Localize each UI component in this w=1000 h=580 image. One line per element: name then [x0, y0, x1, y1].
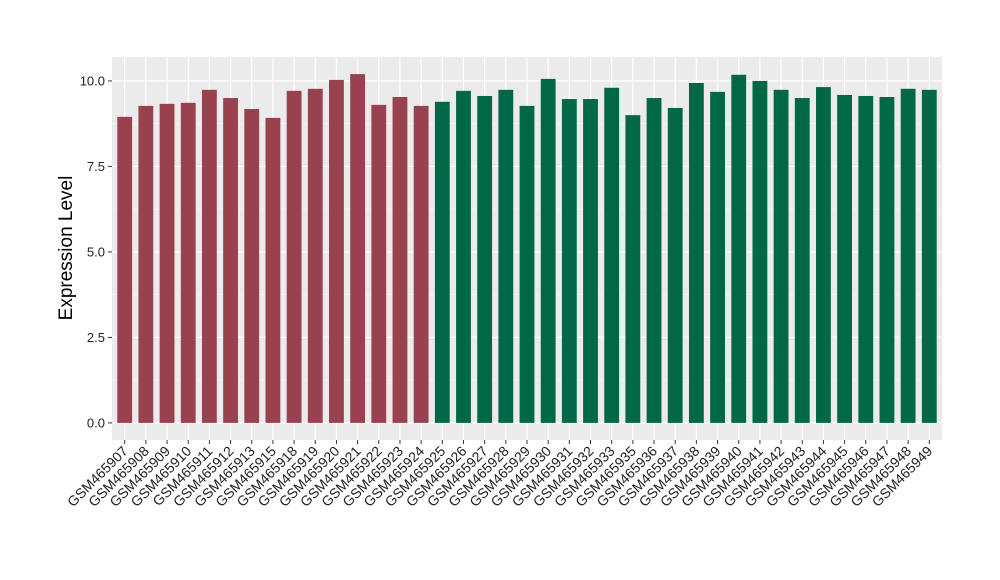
bar: [667, 107, 683, 423]
bar: [159, 103, 175, 423]
bar: [350, 74, 366, 423]
bar: [244, 108, 260, 423]
bar: [138, 105, 154, 423]
y-tick-label: 2.5: [87, 330, 105, 345]
bar: [858, 95, 874, 423]
bar: [413, 105, 429, 423]
y-axis-label: Expression Level: [56, 176, 77, 321]
bar: [710, 91, 725, 423]
bar: [201, 89, 217, 423]
bar: [794, 98, 810, 423]
bar: [477, 95, 493, 423]
bar: [180, 102, 196, 423]
bar: [434, 101, 450, 423]
bar: [519, 105, 535, 423]
bar: [456, 90, 471, 423]
bar: [286, 90, 302, 423]
bar: [371, 104, 387, 423]
y-tick-label: 10.0: [80, 73, 105, 88]
y-tick-label: 7.5: [87, 159, 105, 174]
bar: [392, 97, 408, 423]
bar: [223, 98, 238, 423]
bar: [752, 80, 768, 423]
bar: [583, 99, 598, 423]
bar: [561, 99, 577, 423]
bar: [816, 87, 831, 423]
bar: [900, 88, 916, 423]
bar: [498, 89, 514, 423]
bar: [773, 89, 789, 423]
bar: [540, 78, 556, 423]
bar: [921, 89, 937, 423]
bar: [837, 94, 853, 423]
y-tick-label: 5.0: [87, 244, 105, 259]
y-tick-label: 0.0: [87, 415, 105, 430]
bar: [731, 74, 747, 423]
bar: [879, 97, 895, 423]
bar: [265, 117, 281, 423]
bar: [604, 87, 620, 423]
bar: [688, 82, 704, 423]
bar: [646, 98, 662, 423]
bar: [329, 79, 344, 423]
bar: [307, 88, 323, 423]
bar: [625, 115, 641, 423]
bar: [117, 116, 133, 423]
